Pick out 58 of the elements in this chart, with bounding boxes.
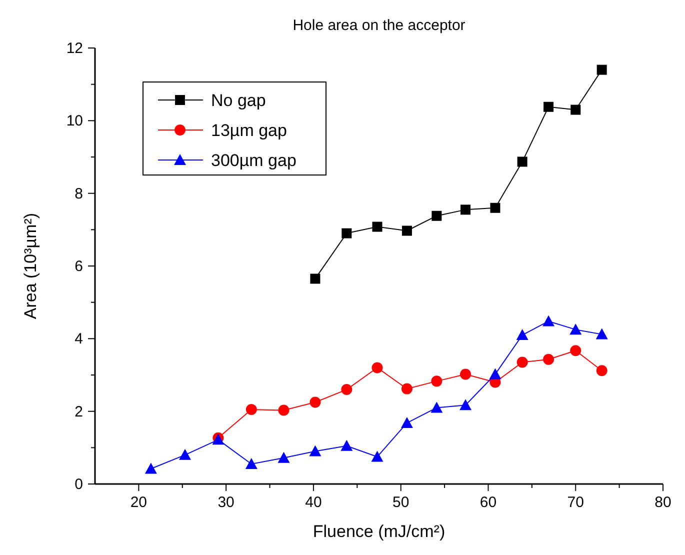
point <box>278 452 290 463</box>
legend-label: No gap <box>211 91 266 110</box>
point <box>489 368 502 380</box>
point <box>431 376 442 387</box>
point <box>570 345 582 356</box>
point <box>544 102 554 112</box>
x-tick-label: 40 <box>305 494 322 511</box>
point <box>309 445 322 456</box>
point <box>310 396 321 408</box>
point <box>310 274 320 284</box>
point <box>371 450 384 462</box>
x-tick-label: 20 <box>130 494 148 511</box>
x-tick-label: 30 <box>218 494 234 511</box>
point <box>245 458 258 470</box>
y-tick-label: 4 <box>74 330 83 348</box>
point <box>372 362 383 374</box>
point <box>341 384 352 396</box>
point <box>278 404 290 416</box>
point <box>342 228 352 238</box>
point <box>543 354 554 365</box>
y-tick-label: 2 <box>74 403 83 420</box>
point <box>490 202 500 213</box>
point <box>596 64 607 75</box>
x-tick-label: 50 <box>392 494 410 511</box>
point <box>402 226 412 236</box>
point <box>516 356 528 368</box>
y-tick-label: 12 <box>66 40 83 57</box>
x-tick-label: 70 <box>567 494 584 511</box>
point <box>179 448 192 460</box>
y-tick-label: 6 <box>74 258 83 275</box>
point <box>430 402 443 413</box>
point <box>340 440 353 451</box>
point <box>432 210 442 221</box>
point <box>144 462 157 474</box>
y-tick-label: 10 <box>66 112 83 130</box>
point <box>517 156 528 167</box>
point <box>400 416 413 428</box>
x-tick-label: 60 <box>480 494 497 511</box>
point <box>570 324 582 335</box>
legend-label: 300µm gap <box>211 151 296 170</box>
point <box>596 365 608 376</box>
point <box>460 399 472 410</box>
y-tick-label: 0 <box>74 476 83 493</box>
point <box>460 368 472 380</box>
x-axis-title: Fluence (mJ/cm²) <box>312 522 446 541</box>
y-axis-title: Area (10³µm²) <box>21 212 40 320</box>
chart-title: Hole area on the acceptor <box>292 17 466 34</box>
point <box>570 104 581 115</box>
legend-label: 13µm gap <box>211 121 287 140</box>
point <box>372 222 382 232</box>
point <box>460 204 471 215</box>
x-tick-label: 80 <box>654 494 672 511</box>
point <box>596 328 608 340</box>
point <box>401 383 412 394</box>
y-tick-label: 8 <box>74 185 83 202</box>
point <box>516 329 528 340</box>
point <box>542 315 555 326</box>
point <box>246 404 257 416</box>
